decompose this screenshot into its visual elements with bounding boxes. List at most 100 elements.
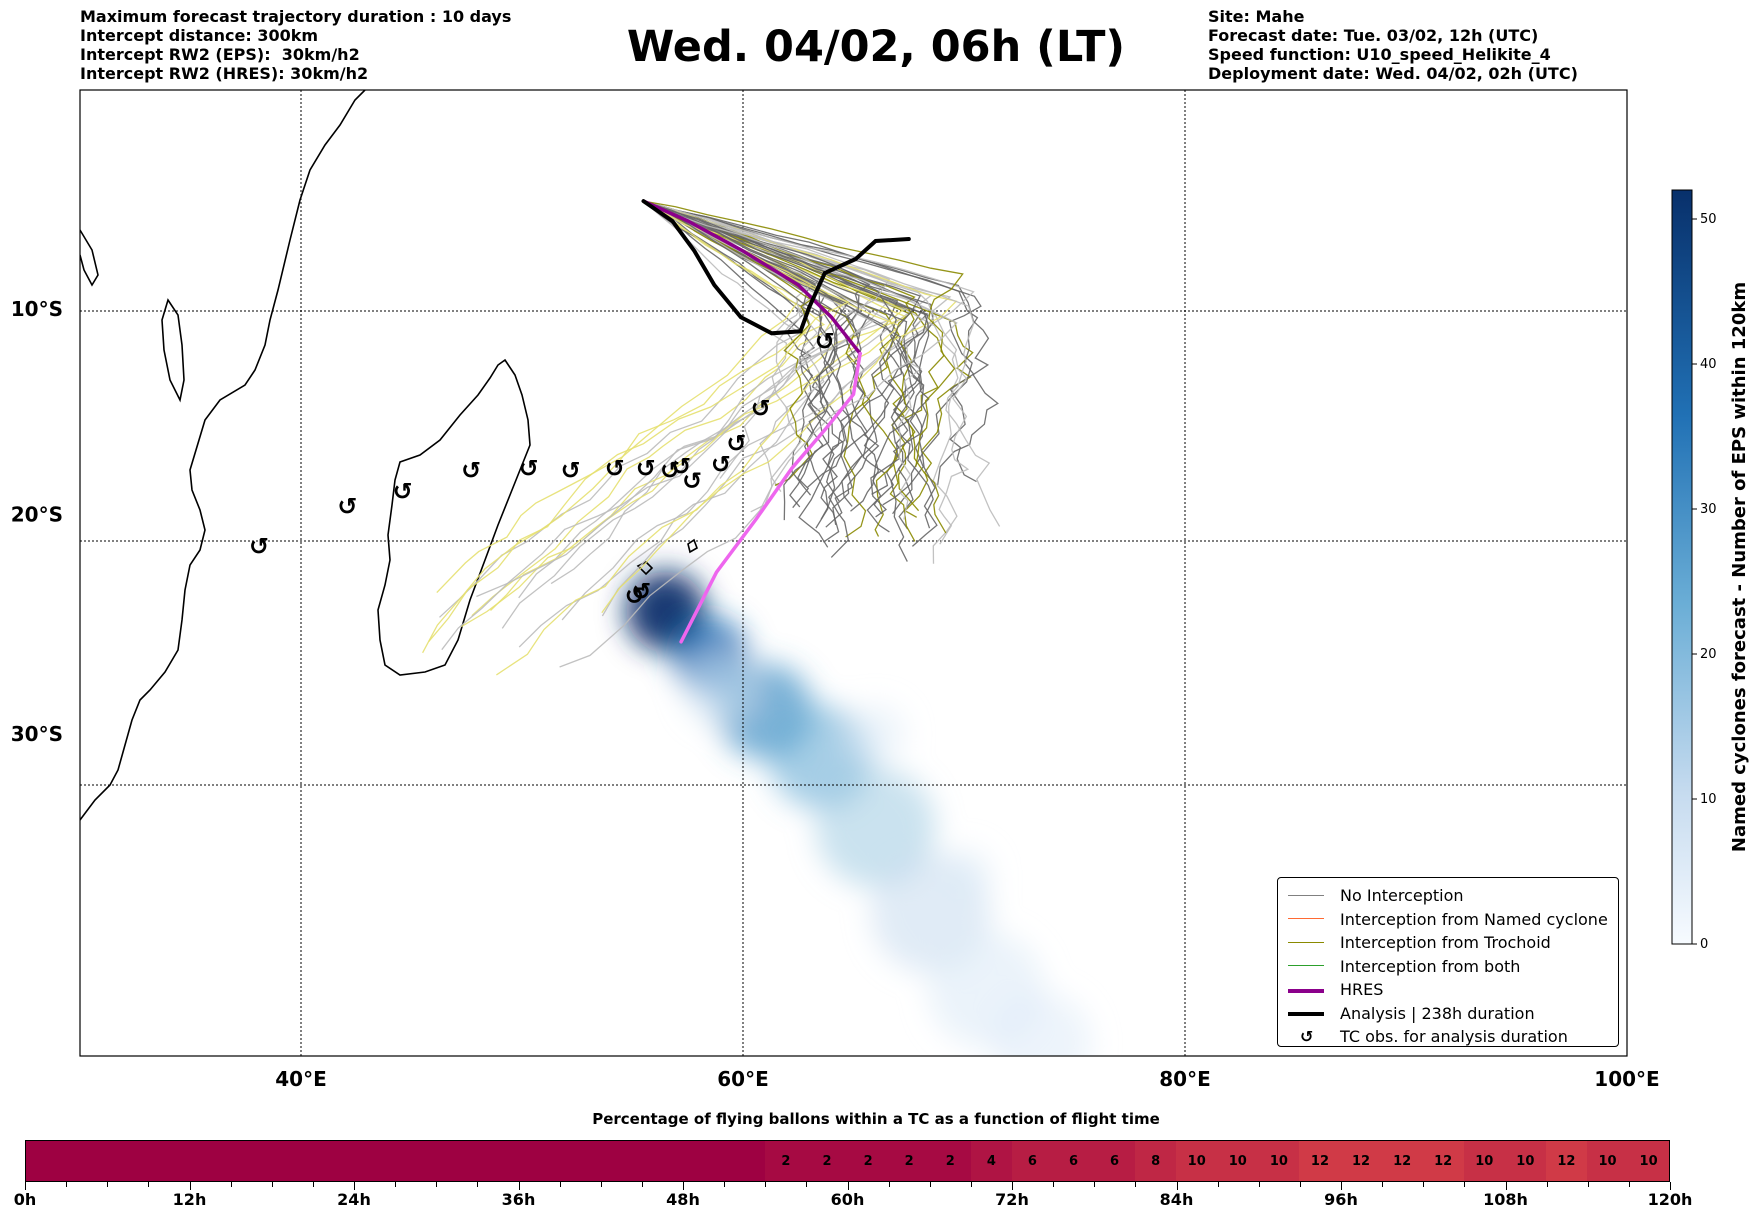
percentage-axis-label: 84h [1159,1190,1194,1209]
percentage-axis-tick [559,1182,561,1187]
hres-track [641,199,862,356]
legend-item: Analysis | 238h duration [1278,1002,1618,1025]
percentage-axis-tick [477,1182,479,1187]
legend-swatch [1286,890,1326,902]
eps-trajectory [643,200,852,520]
hres-track-late [679,351,862,644]
eps-trajectory [643,200,915,562]
percentage-axis-label: 24h [337,1190,371,1209]
lon-tick-label: 80°E [1159,1067,1211,1091]
percentage-cell: 2 [806,1141,848,1181]
percentage-axis-label: 0h [13,1190,37,1209]
percentage-cell: 2 [929,1141,971,1181]
percentage-cell [272,1141,314,1181]
tc-observation-marker: ↺ [249,533,269,561]
percentage-cell [67,1141,109,1181]
percentage-cell: 2 [765,1141,807,1181]
percentage-cell: 10 [1586,1141,1629,1181]
percentage-cell [518,1141,561,1181]
colorbar-gradient [1671,189,1693,945]
colorbar-tick-label: 30 [1700,502,1717,517]
eps-trajectory [643,200,922,515]
tc-observation-marker: ↺ [726,430,746,458]
percentage-axis-tick [395,1182,397,1187]
eps-trajectory [643,200,982,515]
legend-item: Interception from both [1278,955,1618,978]
trajectory-map: ↺↺↺↺ ↺ ↺ ↺ ↺ ↺↺↺↺↺↺↺↺↺ 40°E 60°E 80°E 100°E10°S2… [11,89,1750,1091]
percentage-axis-tick [1670,1182,1671,1190]
tc-observation-marker: ↺ [751,395,771,423]
colorbar-tick-label: 0 [1700,937,1708,952]
percentage-axis-tick [107,1182,109,1187]
percentage-axis-tick [1628,1182,1630,1187]
eps-trajectory [422,200,826,654]
percentage-bar-axis: 0h 12h 24h 36h 48h 60h 72h 84h 96h 108h 120h [14,1182,1692,1212]
percentage-axis-tick [1587,1182,1589,1187]
percentage-cell: 10 [1176,1141,1218,1181]
eps-trajectory [643,200,825,513]
percentage-axis-label: 120h [1647,1190,1693,1209]
percentage-cell [642,1141,684,1181]
analysis-track [641,199,911,336]
header-intercept-eps: Intercept RW2 (EPS): 30km/h2 [80,45,360,64]
percentage-axis-tick [354,1182,355,1190]
density-blob [936,847,992,904]
tc-obs-icon: ↺ [1300,1026,1314,1046]
percentage-cell [724,1141,766,1181]
page-title: Wed. 04/02, 06h (LT) [626,22,1126,72]
percentage-cell: 6 [1011,1141,1053,1181]
tc-observation-marker: ↺ [625,582,645,610]
density-blob [684,652,757,725]
percentage-axis-tick [1382,1182,1384,1187]
header-max-duration: Maximum forecast trajectory duration : 1… [80,7,512,26]
percentage-axis-tick [1135,1182,1137,1187]
percentage-axis-label: 72h [995,1190,1029,1209]
percentage-cell: 6 [1052,1141,1095,1181]
legend-swatch [1286,960,1326,972]
eps-trajectory [441,200,875,651]
percentage-axis-label: 12h [172,1190,207,1209]
percentage-axis-label: 96h [1324,1190,1358,1209]
header-site: Site: Mahe [1208,7,1305,26]
colorbar-tick-label: 20 [1700,647,1717,662]
percentage-cell: 12 [1381,1141,1423,1181]
percentage-axis-tick [1464,1182,1466,1187]
percentage-cell: 8 [1135,1141,1177,1181]
header-deployment-date: Deployment date: Wed. 04/02, 02h (UTC) [1208,64,1578,83]
percentage-cell [26,1141,68,1181]
percentage-axis-label: 108h [1483,1190,1528,1209]
colorbar-ticks: 0 10 20 30 40 50 [1692,212,1717,952]
percentage-cell: 6 [1094,1141,1136,1181]
eps-trajectory [439,200,802,618]
percentage-axis-label: 48h [666,1190,700,1209]
percentage-axis-tick [1423,1182,1425,1187]
percentage-cell [560,1141,602,1181]
tc-observation-marker: ↺ [337,492,357,520]
eps-trajectory [643,200,898,537]
legend-label: TC obs. for analysis duration [1340,1027,1568,1046]
named-cyclone-density [625,571,1092,1056]
percentage-cell: 2 [847,1141,889,1181]
header-intercept-hres: Intercept RW2 (HRES): 30km/h2 [80,64,369,83]
percentage-cell [108,1141,150,1181]
percentage-axis-tick [189,1182,191,1190]
percentage-axis-tick [148,1182,150,1187]
percentage-cell [149,1141,191,1181]
colorbar-tick-label: 40 [1700,357,1717,372]
percentage-axis-tick [765,1182,767,1187]
percentage-axis-tick [1012,1182,1013,1190]
tc-observation-marker: ↺ [671,453,691,481]
colorbar-tick-label: 50 [1700,212,1717,227]
percentage-cell [683,1141,725,1181]
percentage-axis-tick [1217,1182,1219,1187]
eps-trajectory [490,200,904,611]
legend-item: No Interception [1278,884,1618,907]
header-left: Maximum forecast trajectory duration : 1… [80,7,511,83]
percentage-axis-label: 60h [830,1190,865,1209]
percentage-cell [395,1141,437,1181]
density-blob [815,767,936,888]
percentage-axis-tick [683,1182,684,1190]
percentage-axis-tick [436,1182,438,1187]
lat-tick-label: 30°S [11,722,63,746]
coastlines [80,90,698,821]
